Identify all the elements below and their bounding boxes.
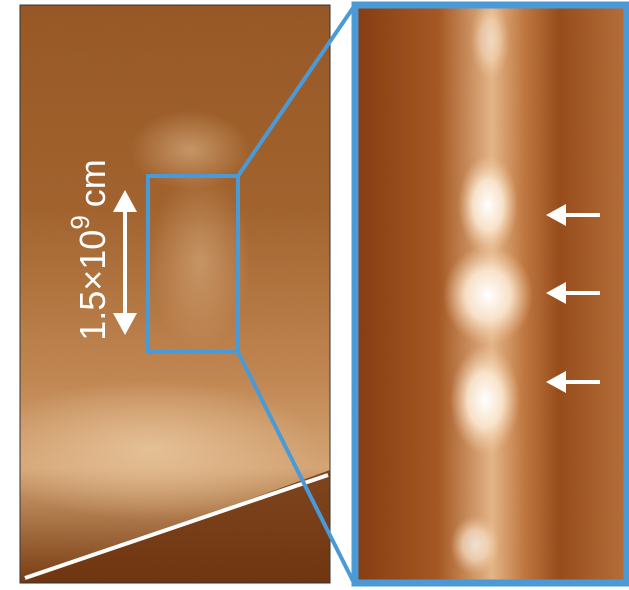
zoom-indicator <box>146 1 629 587</box>
scale-arrow <box>113 190 137 335</box>
scale-exponent: 9 <box>65 215 95 229</box>
feature-arrows <box>546 204 600 393</box>
left-panel <box>20 5 330 583</box>
right-panel <box>358 8 626 580</box>
scale-base: 1.5×10 <box>72 230 113 341</box>
scale-label: 1.5×109 cm <box>65 159 113 341</box>
scale-unit: cm <box>72 159 113 207</box>
limb-line <box>24 473 329 580</box>
